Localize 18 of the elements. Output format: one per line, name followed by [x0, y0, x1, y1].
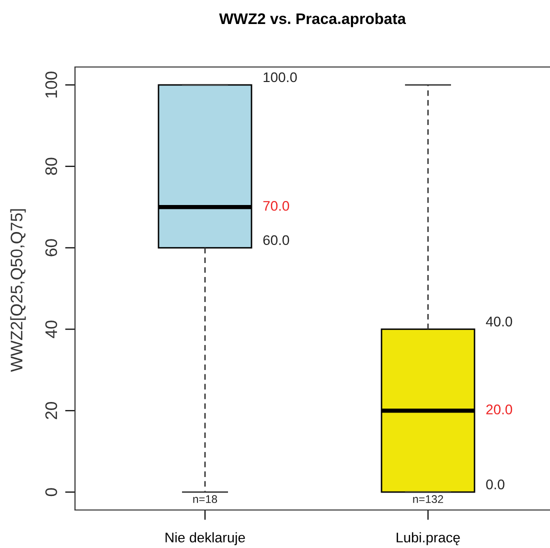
annotation: n=18 — [193, 495, 218, 504]
y-tick-label: 80 — [45, 158, 58, 175]
chart-title: WWZ2 vs. Praca.aprobata — [219, 12, 406, 28]
annotation: 20.0 — [486, 404, 512, 414]
x-tick-label: Nie deklaruje — [166, 532, 245, 546]
annotation: 60.0 — [263, 235, 290, 246]
y-tick-label: 40 — [45, 320, 58, 338]
y-tick-label: 20 — [45, 402, 58, 420]
annotation: 70.0 — [263, 200, 290, 211]
annotation: 40.0 — [486, 316, 512, 326]
annotation: n=132 — [413, 495, 444, 504]
y-tick-label: 100 — [45, 72, 58, 98]
y-tick-label: 0 — [45, 488, 58, 496]
annotation: 0.0 — [486, 480, 504, 490]
y-tick-label: 60 — [45, 239, 58, 256]
x-tick-label: Lubi.pracę — [396, 532, 460, 546]
y-axis-title: WWZ2[Q25,Q50,Q75] — [10, 209, 26, 372]
annotation: 100.0 — [264, 72, 297, 82]
